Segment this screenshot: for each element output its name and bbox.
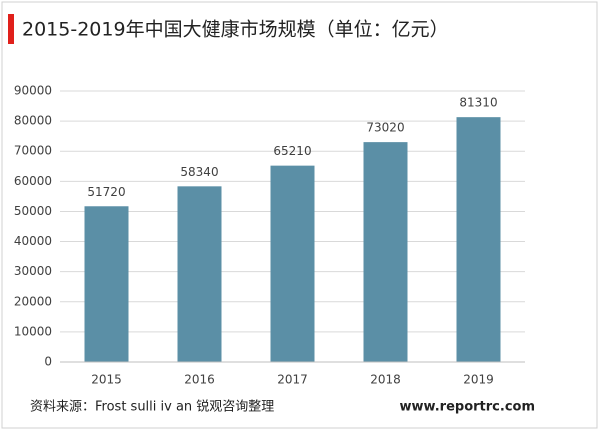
website: www.reportrc.com	[400, 400, 535, 415]
x-tick-label: 2015	[91, 373, 122, 387]
x-tick-label: 2017	[277, 373, 308, 387]
y-tick-label: 60000	[14, 174, 52, 188]
y-tick-label: 70000	[14, 144, 52, 158]
y-tick-label: 0	[44, 355, 52, 369]
value-label: 65210	[273, 144, 311, 158]
bar	[177, 186, 222, 362]
y-tick-label: 40000	[14, 234, 52, 248]
y-tick-label: 30000	[14, 264, 52, 278]
source-note: 资料来源：Frost sulli iv an 锐观咨询整理	[30, 400, 274, 415]
value-label: 58340	[180, 165, 218, 179]
bar	[363, 142, 408, 362]
value-label: 73020	[366, 121, 404, 135]
bar	[270, 165, 315, 362]
title-accent	[8, 14, 14, 44]
x-tick-label: 2016	[184, 373, 215, 387]
value-label: 51720	[87, 185, 125, 199]
x-tick-label: 2018	[370, 373, 401, 387]
y-tick-label: 20000	[14, 294, 52, 308]
bar	[456, 117, 501, 362]
chart-title: 2015-2019年中国大健康市场规模（单位：亿元）	[22, 19, 449, 41]
value-label: 81310	[459, 96, 497, 110]
x-tick-label: 2019	[463, 373, 494, 387]
y-tick-label: 50000	[14, 204, 52, 218]
y-tick-label: 80000	[14, 114, 52, 128]
y-tick-label: 10000	[14, 324, 52, 338]
bar	[84, 206, 129, 362]
y-tick-label: 90000	[14, 84, 52, 98]
